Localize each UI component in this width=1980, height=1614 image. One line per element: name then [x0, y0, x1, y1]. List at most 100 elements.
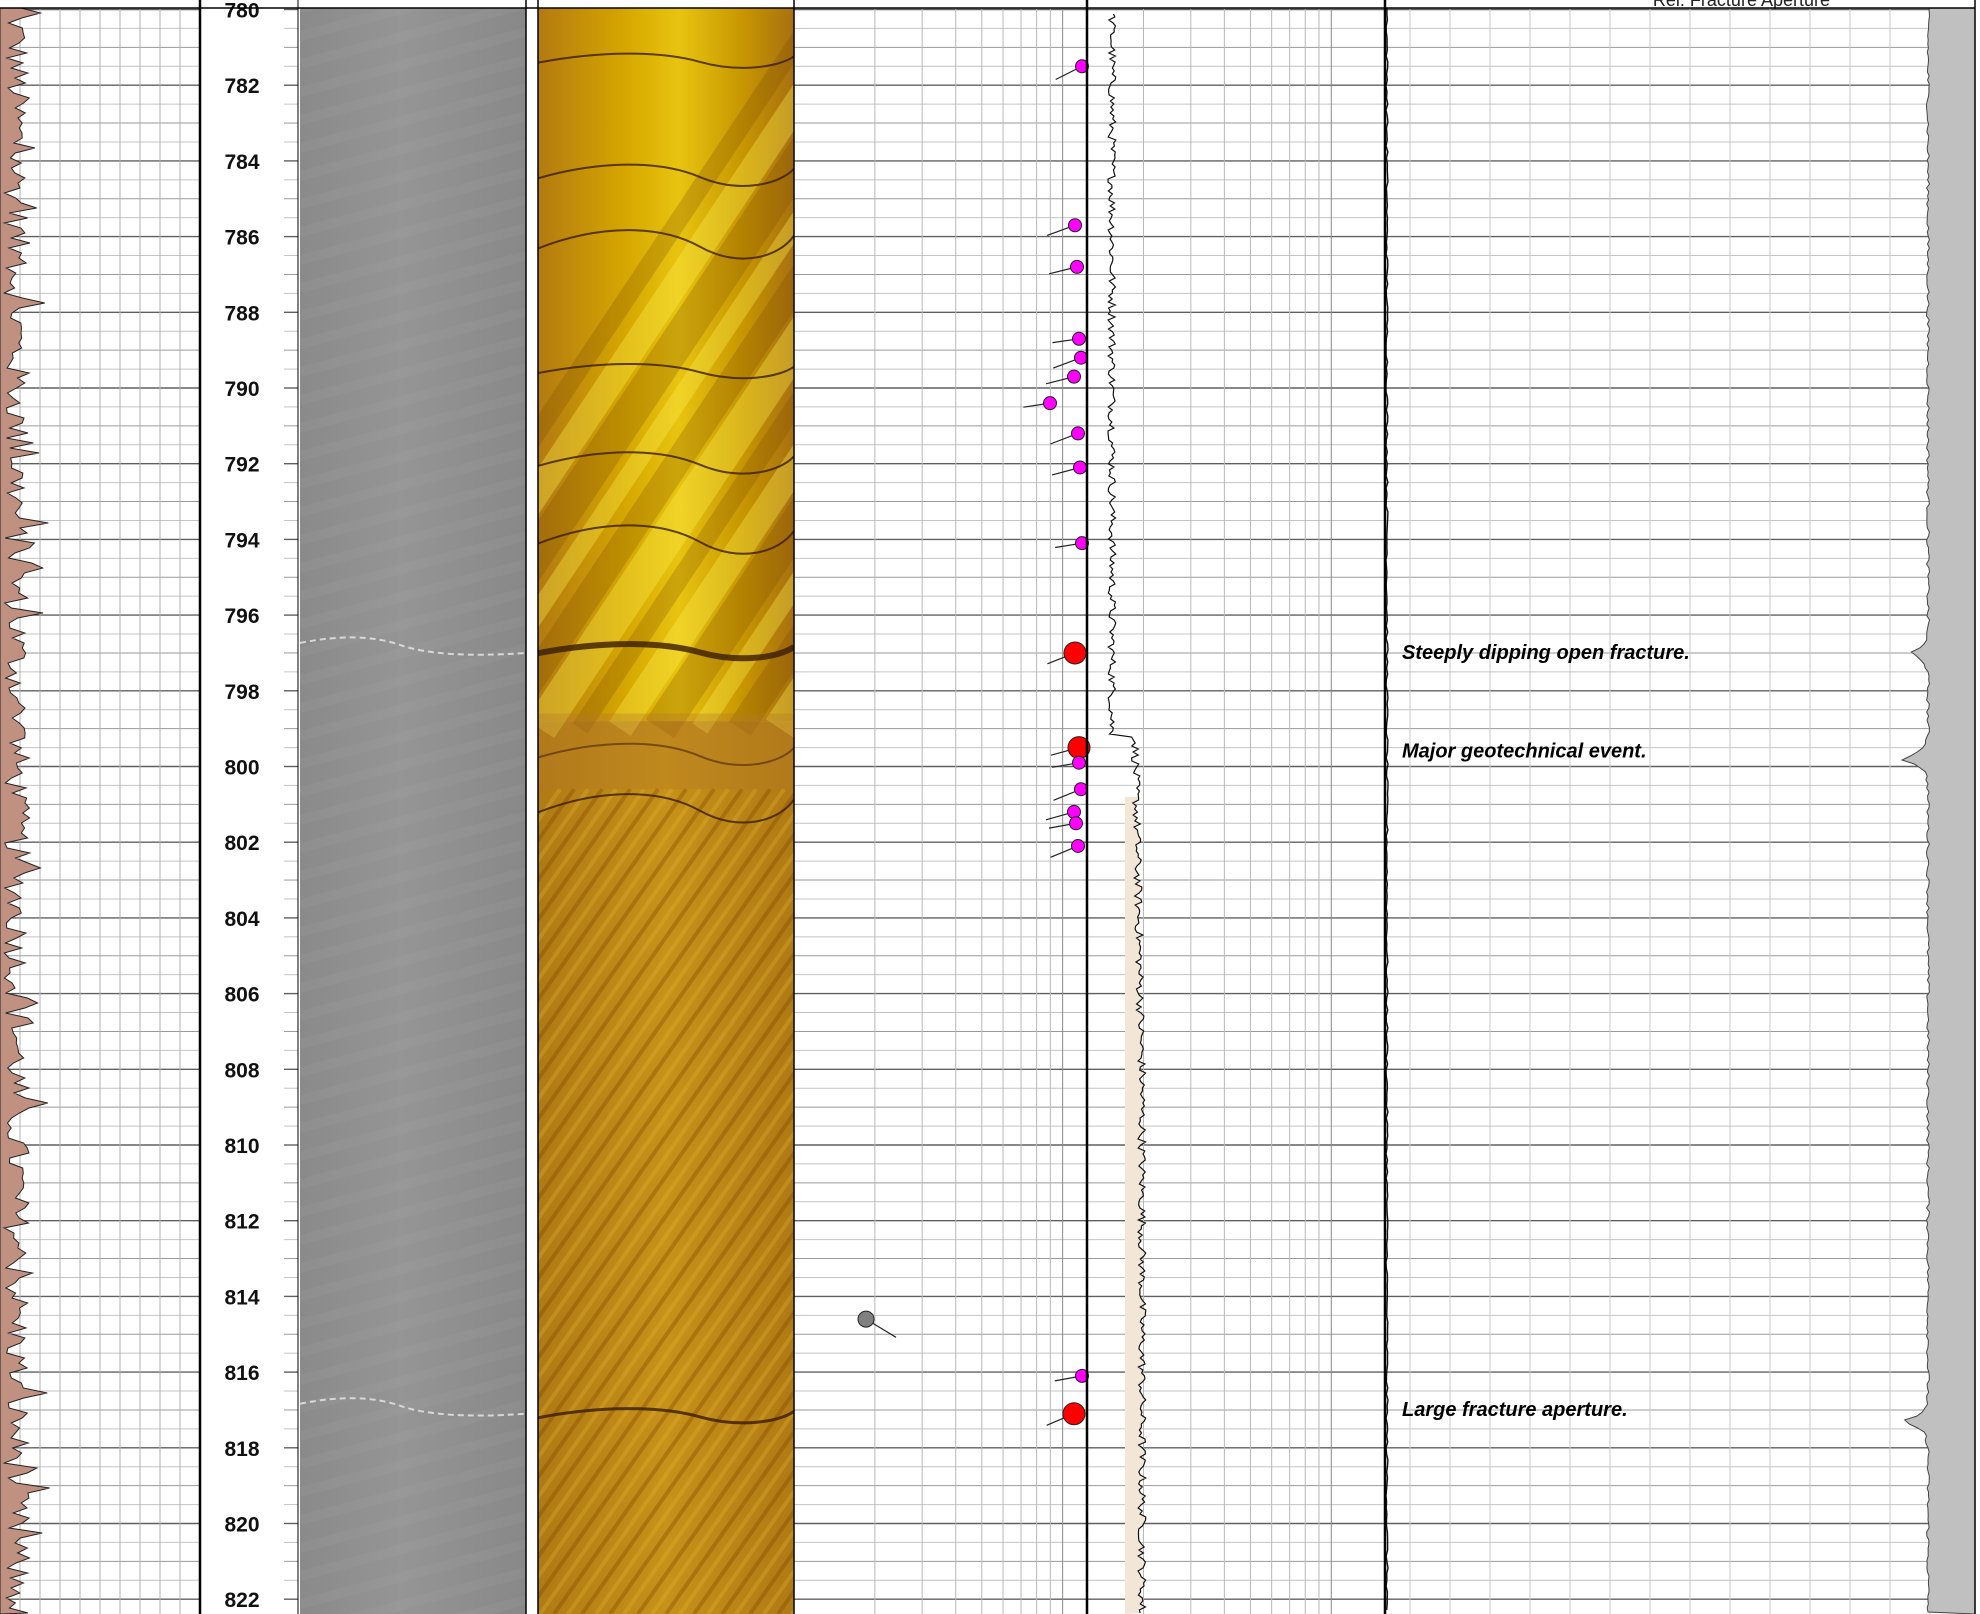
optical-band: [820, 8, 1300, 729]
tadpole-minor: [1068, 218, 1082, 233]
optical-band: [538, 30, 794, 448]
optical-striation: [664, 1428, 794, 1614]
optical-band: [692, 571, 794, 734]
depth-tick-label: 798: [224, 681, 259, 704]
depth-tick-label: 816: [224, 1362, 259, 1385]
acoustic-amplitude-image: [300, 8, 526, 1614]
depth-tick-label: 814: [224, 1286, 259, 1309]
depth-tick-label: 782: [224, 75, 259, 98]
tadpole-minor: [1075, 1368, 1089, 1383]
tadpole-minor: [1074, 782, 1088, 797]
optical-striation: [538, 910, 794, 1282]
optical-striation: [538, 851, 794, 1223]
optical-band: [860, 8, 1340, 729]
image-tracks: [300, 0, 1340, 1614]
optical-striation: [538, 788, 758, 1103]
tadpole-minor: [1074, 350, 1088, 365]
depth-tick-label: 822: [224, 1589, 259, 1612]
fracture-aperture-curve: [1900, 7, 1976, 1614]
optical-striation: [552, 1269, 794, 1614]
grid-lines: [0, 8, 1975, 1614]
optical-striation: [538, 791, 794, 1163]
optical-bedding-trace: [538, 451, 794, 475]
optical-striation: [538, 811, 794, 1183]
tadpole-other: [857, 1310, 875, 1328]
optical-striation: [608, 1348, 794, 1614]
optical-striation: [538, 930, 794, 1302]
flow-curve-shade: [1125, 797, 1146, 1614]
optical-striation: [678, 1448, 794, 1614]
depth-tick-label: 790: [224, 378, 259, 401]
optical-image-lower: [538, 721, 794, 1614]
optical-striation: [538, 1070, 794, 1442]
depth-tick-label: 780: [224, 0, 259, 23]
optical-bedding-trace: [538, 52, 794, 69]
tadpole-minor: [1067, 804, 1081, 819]
optical-striation: [538, 788, 744, 1083]
tadpole-minor: [1067, 369, 1081, 384]
optical-image-upper: [538, 8, 794, 722]
optical-striation: [538, 970, 794, 1342]
tadpole-minor: [1075, 59, 1089, 74]
optical-striation: [538, 1209, 794, 1581]
optical-striation: [538, 831, 794, 1203]
optical-bedding-trace: [538, 793, 794, 824]
optical-bedding-trace: [538, 163, 794, 187]
optical-striation: [538, 788, 674, 984]
optical-striation: [622, 1368, 794, 1614]
optical-striation: [538, 788, 730, 1063]
log-curves: [0, 7, 1976, 1614]
optical-striation: [538, 890, 794, 1262]
optical-bedding-trace: [538, 229, 794, 260]
optical-texture: [538, 8, 1340, 1614]
optical-bedding-trace: [538, 1407, 794, 1425]
annotation-text: Major geotechnical event.: [1402, 740, 1647, 762]
optical-striation: [538, 1249, 794, 1614]
optical-striation: [538, 871, 794, 1243]
optical-striation: [538, 788, 772, 1123]
optical-bedding-trace: [538, 524, 794, 555]
acoustic-fracture-trace: [300, 636, 526, 656]
optical-striation: [594, 1328, 794, 1614]
interpretation-edge-curve: [1385, 7, 1389, 1611]
optical-band: [765, 676, 794, 738]
tadpole-minor: [1073, 460, 1087, 475]
optical-band: [538, 210, 794, 628]
acoustic-texture: [300, 0, 526, 1417]
optical-striation: [636, 1388, 794, 1614]
acoustic-streak: [300, 0, 526, 8]
depth-tick-label: 800: [224, 757, 259, 780]
tadpole-minor: [1072, 755, 1086, 770]
acoustic-fracture-trace: [300, 1397, 526, 1417]
interpretation-annotations: Steeply dipping open fracture. Major geot…: [1402, 642, 1690, 1421]
tadpole-minor: [1072, 331, 1086, 346]
tadpole-minor: [1043, 396, 1057, 411]
depth-tick-label: 806: [224, 984, 259, 1007]
optical-bedding-trace: [538, 641, 794, 662]
optical-striation: [538, 788, 786, 1143]
tadpole-major: [1063, 641, 1087, 665]
optical-striation: [538, 788, 688, 1004]
optical-striation: [538, 1149, 794, 1521]
annotation-text: Steeply dipping open fracture.: [1402, 642, 1690, 664]
tadpole-minor: [1069, 816, 1083, 831]
depth-tick-label: 820: [224, 1514, 259, 1537]
tadpole-minor: [1071, 426, 1085, 441]
optical-striation: [566, 1289, 794, 1614]
depth-tick-label: 784: [224, 151, 259, 174]
tadpole-minor: [1075, 536, 1089, 551]
tadpole-minor: [1070, 259, 1084, 274]
optical-band: [538, 316, 794, 739]
depth-tick-label: 794: [224, 529, 259, 552]
optical-band: [645, 496, 794, 739]
depth-tick-label: 808: [224, 1059, 259, 1082]
optical-band: [538, 83, 794, 515]
optical-striation: [692, 1468, 794, 1614]
tadpole-dips: [857, 59, 1091, 1426]
optical-striation: [538, 1129, 794, 1501]
optical-striation: [538, 788, 660, 964]
depth-tick-label: 792: [224, 454, 259, 477]
tadpole-minor: [1071, 838, 1085, 853]
optical-striation: [538, 1090, 794, 1462]
